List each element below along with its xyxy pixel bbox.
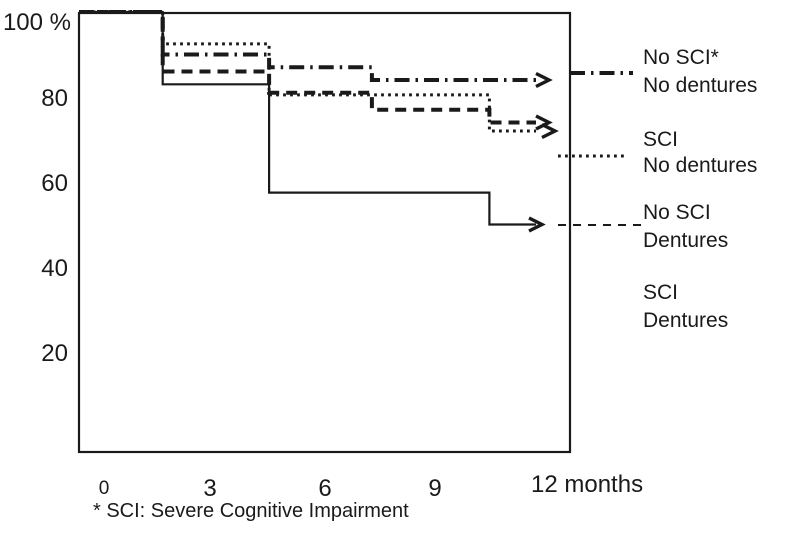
y-tick-label: 40 <box>41 255 68 282</box>
legend-entry-no-sci-dentures: No SCI Dentures <box>558 201 728 252</box>
plot-border <box>77 11 572 454</box>
series-line-sci-dentures <box>79 10 536 226</box>
series-line-no-sci-dentures <box>79 10 536 125</box>
legend-label: SCI <box>643 128 678 151</box>
series-line-no-sci-no-dentures <box>79 10 536 82</box>
censoring-arrow-sci-no-dentures <box>541 122 559 140</box>
censoring-arrow-no-sci-no-dentures <box>535 71 553 89</box>
legend-entry-no-sci-no-dentures: No SCI* No dentures <box>570 46 757 97</box>
x-tick-label: 9 <box>428 475 441 502</box>
y-axis: 100 % 80 60 40 20 <box>3 9 71 367</box>
legend-label: No SCI <box>643 201 711 224</box>
legend-label: No SCI* <box>643 46 719 69</box>
x-tick-label: 0 <box>99 478 110 499</box>
y-tick-label: 60 <box>41 170 68 197</box>
legend-label: SCI <box>643 281 678 304</box>
x-tick-label: 3 <box>203 475 216 502</box>
legend-label: Dentures <box>643 309 728 332</box>
series-layer <box>79 10 559 233</box>
legend-label: No dentures <box>643 154 757 177</box>
x-axis: 0 3 6 9 12 months <box>99 471 643 502</box>
y-tick-label: 100 % <box>3 9 71 36</box>
x-tick-label: 6 <box>318 475 331 502</box>
legend-entry-sci-no-dentures: SCI No dentures <box>558 128 757 177</box>
censoring-arrow-sci-dentures <box>528 216 546 233</box>
footnote: * SCI: Severe Cognitive Impairment <box>93 500 409 522</box>
series-line-sci-no-dentures <box>79 10 536 133</box>
y-tick-label: 20 <box>41 340 68 367</box>
censoring-arrow-no-sci-dentures <box>535 114 553 131</box>
legend: No SCI* No dentures SCI No dentures No S… <box>558 46 757 332</box>
y-tick-label: 80 <box>41 85 68 112</box>
legend-label: No dentures <box>643 74 757 97</box>
x-tick-label-months: 12 months <box>531 471 643 498</box>
legend-entry-sci-dentures: SCI Dentures <box>643 281 728 332</box>
legend-label: Dentures <box>643 229 728 252</box>
